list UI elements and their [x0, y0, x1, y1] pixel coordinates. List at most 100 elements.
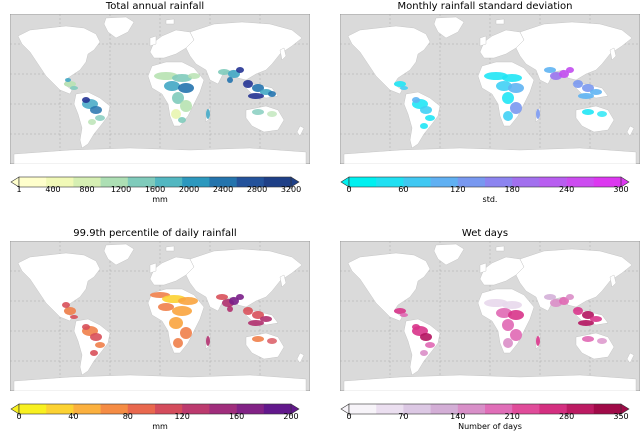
colorbar-tick-label: 210	[504, 412, 520, 421]
precip-region	[267, 111, 277, 117]
precip-region	[559, 70, 569, 78]
colorbar-tick-label: 80	[122, 412, 133, 421]
precip-region	[248, 320, 264, 326]
precip-region	[243, 307, 253, 315]
precip-region	[70, 315, 78, 319]
colorbar-unit-label: mm	[152, 422, 168, 431]
colorbar-segment	[263, 177, 292, 187]
colorbar-tick-label: 2400	[212, 185, 234, 194]
precip-region	[590, 89, 602, 95]
colorbar-tick-label: 200	[283, 412, 299, 421]
precip-region	[536, 109, 540, 119]
precip-region	[95, 115, 105, 121]
precip-region	[248, 93, 264, 99]
precip-region	[206, 336, 210, 346]
colorbar-segment	[127, 177, 156, 187]
precip-region	[394, 81, 406, 87]
precip-region	[510, 102, 522, 114]
colorbar-tick-label: 240	[558, 185, 575, 194]
colorbar-tick-label: 70	[398, 412, 409, 421]
precip-region	[64, 81, 76, 87]
precip-region	[578, 93, 594, 99]
landmass-antarctica	[343, 147, 637, 164]
colorbar-segment	[539, 404, 567, 414]
colorbar-segment	[349, 404, 377, 414]
colorbar-segment	[403, 177, 431, 187]
colorbar-segment	[182, 404, 210, 414]
precip-region	[260, 316, 272, 322]
precip-region	[178, 297, 198, 305]
precip-region	[573, 307, 583, 315]
precip-region	[236, 294, 244, 300]
landmass-new-zealand	[296, 125, 305, 137]
landmass-north-america	[347, 25, 431, 95]
precip-region	[425, 115, 435, 121]
landmass-british-isles	[479, 262, 487, 274]
colorbar-segment	[566, 404, 595, 414]
precip-region	[243, 80, 253, 88]
precip-region	[400, 86, 408, 90]
colorbar-unit-label: std.	[482, 195, 498, 204]
colorbar-segment	[485, 177, 513, 187]
landmass-british-isles	[149, 35, 157, 47]
colorbar	[340, 403, 630, 416]
precip-region	[65, 78, 71, 82]
colorbar-tick-label: 60	[398, 185, 409, 194]
colorbar-unit-label: Number of days	[458, 422, 522, 431]
precip-region	[178, 83, 194, 93]
colorbar-tick-label: 1600	[144, 185, 166, 194]
landmass-svalbard	[165, 245, 175, 252]
panel-title: Wet days	[461, 228, 509, 239]
colorbar-segment	[376, 404, 404, 414]
world-map	[340, 241, 640, 391]
panel-title: 99.9th percentile of daily rainfall	[73, 228, 237, 239]
precip-region	[508, 83, 524, 93]
colorbar-segment	[457, 404, 486, 414]
colorbar-tick-label: 0	[346, 185, 352, 194]
landmass-british-isles	[479, 35, 487, 47]
precip-region	[95, 342, 105, 348]
landmass-greenland	[103, 243, 135, 266]
precip-region	[172, 92, 184, 104]
colorbar-tick-label: 0	[16, 412, 22, 421]
landmass-svalbard	[495, 245, 505, 252]
precip-region	[425, 342, 435, 348]
colorbar-unit-label: mm	[152, 195, 168, 204]
colorbar-segment	[376, 177, 404, 187]
colorbar-frame	[348, 176, 622, 188]
precip-region	[503, 111, 513, 121]
colorbar-segment	[566, 177, 595, 187]
colorbar-segment	[100, 177, 129, 187]
colorbar-segment	[100, 404, 129, 414]
colorbar-segment	[182, 177, 210, 187]
landmass-japan	[609, 274, 617, 288]
precip-region	[573, 80, 583, 88]
colorbar-segment	[209, 177, 237, 187]
landmass-japan	[279, 47, 287, 61]
world-map	[10, 14, 310, 164]
precip-region	[502, 74, 522, 82]
precip-region	[502, 301, 522, 309]
precip-region	[496, 81, 512, 91]
world-map	[340, 14, 640, 164]
precip-region	[90, 106, 102, 114]
landmass-svalbard	[495, 18, 505, 25]
colorbar-tick-label: 1	[16, 185, 22, 194]
colorbar-tick-label: 140	[450, 412, 466, 421]
precip-region	[172, 306, 192, 316]
colorbar-segment	[430, 177, 459, 187]
colorbar-segment	[155, 404, 183, 414]
landmass-new-zealand	[296, 352, 305, 364]
landmass-asia	[185, 248, 303, 312]
colorbar	[10, 176, 300, 189]
precip-region	[90, 350, 98, 356]
landmass-antarctica	[343, 374, 637, 391]
colorbar-segment	[19, 177, 47, 187]
colorbar-segment	[593, 404, 622, 414]
precip-region	[582, 336, 594, 342]
precip-region	[496, 308, 512, 318]
precip-region	[578, 320, 594, 326]
precip-region	[544, 67, 556, 73]
precip-region	[502, 319, 514, 331]
colorbar-tick-label: 40	[68, 412, 79, 421]
